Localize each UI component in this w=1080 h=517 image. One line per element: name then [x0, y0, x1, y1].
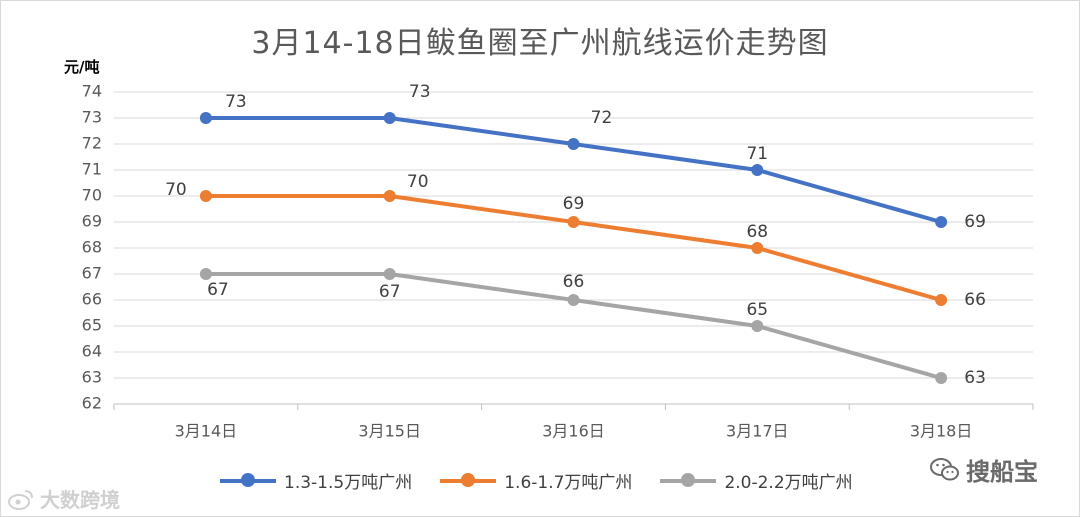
- data-point: [751, 242, 764, 254]
- y-tick-label: 72: [82, 134, 102, 153]
- data-point: [567, 138, 580, 150]
- legend-swatch: [220, 472, 276, 487]
- y-tick-label: 73: [82, 108, 102, 127]
- data-label: 73: [225, 92, 247, 112]
- y-tick-label: 62: [82, 394, 102, 413]
- y-tick-label: 70: [82, 186, 102, 205]
- watermark-right: 搜船宝: [930, 452, 1038, 487]
- legend-item: 1.3-1.5万吨广州: [220, 468, 412, 493]
- legend-item: 1.6-1.7万吨广州: [440, 468, 632, 493]
- watermark-left: 大数跨境: [8, 484, 120, 513]
- y-tick-label: 66: [82, 290, 102, 309]
- weibo-icon: [8, 489, 33, 510]
- data-label: 71: [746, 144, 768, 164]
- legend-marker: [241, 472, 255, 487]
- x-tick-label: 3月17日: [726, 422, 789, 441]
- y-tick-label: 68: [82, 238, 102, 257]
- data-point: [383, 112, 396, 124]
- legend-label: 1.3-1.5万吨广州: [284, 473, 413, 493]
- x-tick-label: 3月15日: [358, 422, 421, 441]
- data-point: [199, 190, 212, 202]
- y-tick-label: 67: [82, 264, 102, 283]
- y-tick-label: 63: [82, 368, 102, 387]
- chart-title: 3月14-18日鲅鱼圈至广州航线运价走势图: [251, 26, 829, 61]
- y-tick-label: 74: [82, 82, 102, 101]
- legend-marker: [681, 472, 696, 487]
- data-label: 67: [207, 280, 229, 300]
- data-label: 65: [746, 300, 768, 320]
- data-point: [751, 164, 764, 176]
- legend-swatch: [660, 472, 717, 487]
- data-label: 66: [563, 272, 585, 292]
- legend-label: 2.0-2.2万吨广州: [724, 473, 853, 493]
- data-point: [199, 112, 212, 124]
- x-tick-label: 3月14日: [175, 422, 238, 441]
- wechat-icon: [930, 457, 959, 480]
- legend-label: 1.6-1.7万吨广州: [504, 473, 633, 493]
- data-point: [383, 268, 396, 280]
- data-label: 63: [964, 368, 986, 388]
- data-point: [199, 268, 212, 280]
- data-point: [935, 216, 948, 228]
- data-point: [567, 294, 580, 306]
- y-tick-label: 69: [82, 212, 102, 231]
- x-tick-label: 3月18日: [910, 422, 973, 441]
- data-point: [383, 190, 396, 202]
- data-label: 69: [563, 194, 585, 214]
- data-label: 69: [964, 212, 986, 232]
- legend-item: 2.0-2.2万吨广州: [660, 468, 853, 493]
- data-label: 66: [964, 290, 986, 310]
- watermark-left-text: 大数跨境: [40, 488, 120, 512]
- y-tick-label: 71: [82, 160, 102, 179]
- data-point: [567, 216, 580, 228]
- y-axis-unit-label: 元/吨: [64, 58, 100, 76]
- y-tick-label: 65: [82, 316, 102, 335]
- x-tick-label: 3月16日: [542, 422, 605, 441]
- data-label: 68: [746, 222, 768, 242]
- data-label: 70: [165, 180, 187, 200]
- legend-marker: [461, 472, 476, 487]
- data-label: 73: [409, 82, 431, 102]
- legend-swatch: [440, 472, 497, 487]
- data-label: 72: [591, 108, 613, 128]
- y-tick-label: 64: [82, 342, 102, 361]
- data-point: [935, 294, 948, 306]
- data-point: [935, 372, 948, 384]
- data-label: 70: [407, 172, 429, 192]
- data-point: [751, 320, 764, 332]
- chart-legend: 1.3-1.5万吨广州 1.6-1.7万吨广州 2.0-2.2万吨广州: [220, 468, 853, 493]
- data-label: 67: [379, 282, 401, 302]
- watermark-right-text: 搜船宝: [966, 458, 1038, 486]
